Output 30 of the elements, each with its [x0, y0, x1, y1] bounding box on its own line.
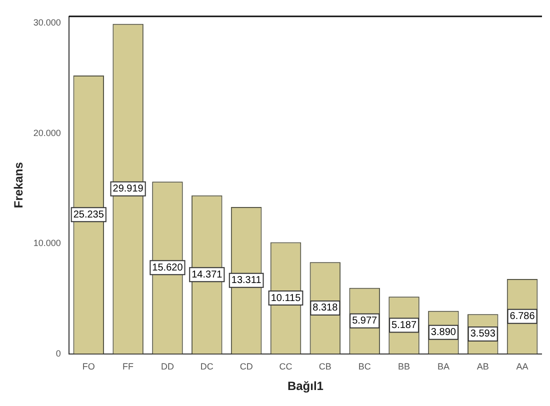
x-tick-label: BC	[358, 362, 372, 372]
x-tick-label: DD	[160, 362, 174, 372]
data-label: 14.371	[192, 269, 223, 280]
x-tick-label: FO	[82, 362, 95, 372]
data-label: 5.977	[352, 316, 378, 327]
x-tick-label: CC	[279, 362, 293, 372]
data-label: 15.620	[152, 262, 184, 274]
x-tick-label: CB	[318, 362, 332, 372]
x-tick-label: BB	[398, 362, 410, 372]
data-label: 25.235	[73, 209, 104, 220]
data-label: 10.115	[270, 292, 302, 304]
y-tick-label: 0	[56, 348, 61, 358]
x-tick-label: FF	[122, 362, 134, 372]
x-tick-label: BA	[437, 362, 450, 372]
y-tick-label: 30.000	[33, 18, 61, 28]
data-label: 13.311	[231, 275, 262, 286]
data-label: 6.786	[510, 311, 536, 322]
data-label: 8.318	[312, 302, 338, 314]
data-label: 29.919	[112, 184, 144, 195]
data-label: 5.187	[392, 320, 417, 331]
data-label: 3.593	[470, 328, 496, 340]
x-tick-label: DC	[200, 362, 214, 372]
y-tick-label: 10.000	[33, 238, 61, 248]
x-tick-label: CD	[240, 362, 254, 372]
y-tick-label: 20.000	[33, 128, 61, 138]
y-axis-title: Frekans	[12, 162, 26, 208]
x-axis-title: Bağıl1	[287, 379, 324, 394]
x-tick-label: AA	[516, 362, 528, 372]
x-tick-label: AB	[476, 362, 489, 372]
data-label: 3.890	[430, 327, 456, 338]
